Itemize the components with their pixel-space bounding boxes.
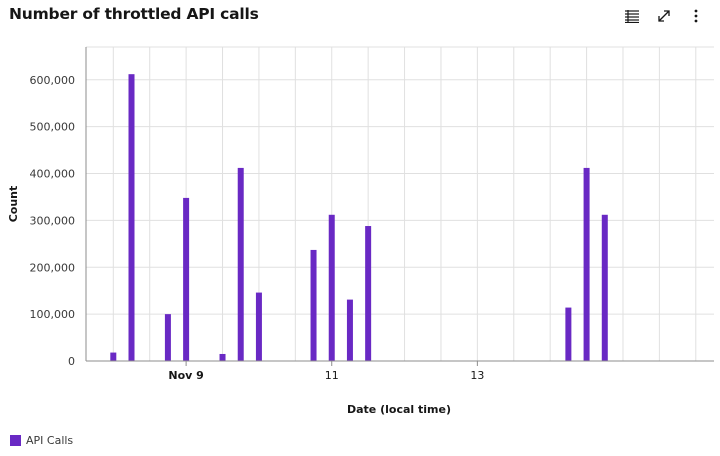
bar [255,292,262,361]
bar [328,214,335,361]
bar [583,167,590,361]
x-axis-title: Date (local time) [347,403,451,416]
y-tick-label: 400,000 [30,168,76,181]
chart-header: Number of throttled API calls [0,0,720,34]
legend-swatch [10,435,21,446]
bar [183,197,190,361]
x-tick-label: 13 [470,369,484,382]
y-tick-label: 200,000 [30,261,76,274]
y-tick-label: 300,000 [30,214,76,227]
bar [164,314,171,361]
y-axis-title: Count [7,186,20,223]
chart-title: Number of throttled API calls [9,5,259,23]
bar [237,167,244,361]
grid-lines [86,46,714,362]
bar [219,353,226,361]
bar [110,352,117,361]
y-tick-label: 0 [68,355,75,368]
y-tick-label: 600,000 [30,74,76,87]
y-tick-label: 100,000 [30,308,76,321]
bar [128,74,135,361]
bar [310,249,317,361]
axes: 0 100,000 200,000 300,000 400,000 500,000 600,… [30,47,714,382]
chart-legend: API Calls [10,434,73,447]
bar [365,226,372,361]
maximize-icon [658,10,670,22]
bar [601,214,608,361]
bar [346,299,353,361]
bar [565,307,572,361]
x-tick-label: 11 [325,369,339,382]
maximize-button[interactable] [648,4,680,28]
x-tick-label: Nov 9 [168,369,203,382]
y-tick-label: 500,000 [30,121,76,134]
overflow-menu-icon [694,9,698,23]
table-view-icon [625,10,639,23]
bar-series [110,74,608,361]
overflow-menu-button[interactable] [680,4,712,28]
table-view-button[interactable] [616,4,648,28]
bar-chart: 0 100,000 200,000 300,000 400,000 500,000 600,… [7,46,714,416]
legend-label: API Calls [26,434,74,447]
chart-toolbar [616,4,712,28]
